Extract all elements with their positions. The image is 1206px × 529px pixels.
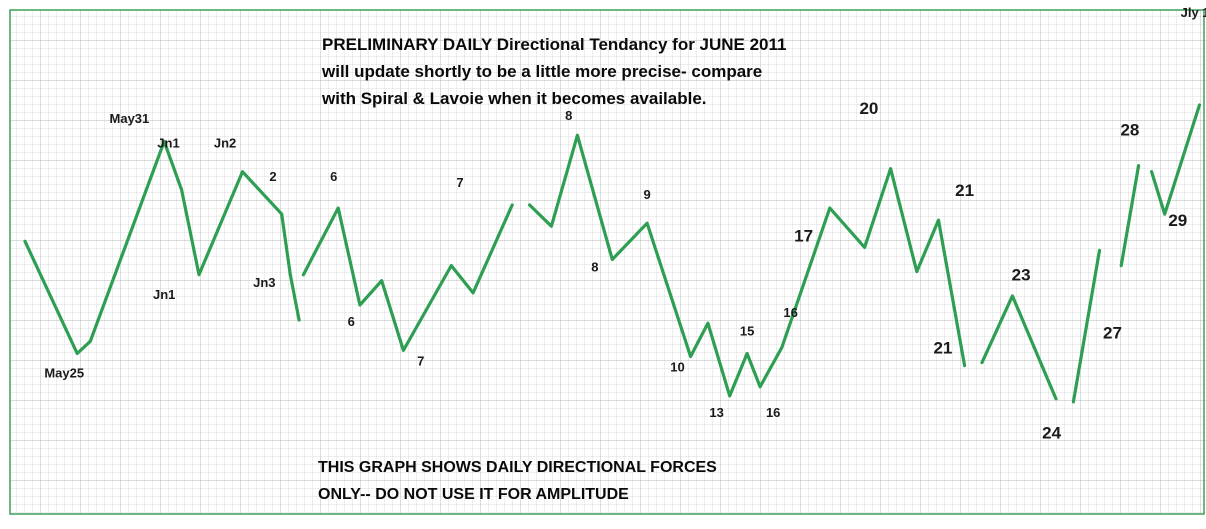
point-label: 21	[933, 339, 952, 358]
series-segment-5	[1119, 164, 1141, 268]
point-label: 29	[1168, 211, 1187, 230]
point-label: 20	[859, 99, 878, 118]
chart-footer-note: THIS GRAPH SHOWS DAILY DIRECTIONAL FORCE…	[318, 459, 717, 503]
point-label: 17	[794, 226, 813, 245]
point-label: 6	[348, 314, 355, 329]
point-label: Jn3	[253, 275, 275, 290]
footer-line: THIS GRAPH SHOWS DAILY DIRECTIONAL FORCE…	[318, 459, 717, 476]
point-label: May25	[44, 366, 84, 381]
series-segment-1	[301, 203, 514, 352]
point-label: 7	[456, 175, 463, 190]
point-label: 8	[591, 260, 598, 275]
point-label: 21	[955, 181, 974, 200]
chart-grid	[10, 10, 1206, 514]
point-labels: May25 May31 Jn1 Jn1 Jn2 2 Jn3 6 6 7 7 8 8 9 10 13 15 16 16…	[44, 5, 1206, 442]
point-label: 24	[1042, 423, 1061, 442]
title-line: PRELIMINARY DAILY Directional Tendancy f…	[322, 35, 787, 54]
chart-title: PRELIMINARY DAILY Directional Tendancy f…	[321, 35, 787, 108]
point-label: 28	[1120, 120, 1139, 139]
point-label: 16	[766, 405, 780, 420]
point-label: 10	[670, 360, 684, 375]
point-label: Jn1	[157, 135, 179, 150]
series-lines	[23, 103, 1202, 404]
series-segment-2	[527, 133, 967, 398]
point-label: Jn1	[153, 287, 175, 302]
point-label: 8	[565, 108, 572, 123]
point-label: 27	[1103, 323, 1122, 342]
point-label: Jn2	[214, 135, 236, 150]
series-segment-0	[23, 139, 301, 356]
point-label: 7	[417, 354, 424, 369]
point-label: 16	[783, 305, 797, 320]
series-segment-3	[980, 294, 1058, 401]
series-segment-6	[1149, 103, 1202, 216]
point-label: 2	[269, 169, 276, 184]
point-label: 9	[643, 187, 650, 202]
point-label: May31	[110, 111, 150, 126]
title-line: will update shortly to be a little more …	[321, 62, 762, 81]
chart-border	[9, 9, 1205, 515]
footer-line: ONLY-- DO NOT USE IT FOR AMPLITUDE	[318, 486, 629, 503]
point-label: 13	[709, 405, 723, 420]
point-label: Jly 1	[1181, 5, 1206, 20]
series-segment-4	[1071, 248, 1102, 404]
point-label: 6	[330, 169, 337, 184]
title-line: with Spiral & Lavoie when it becomes ava…	[321, 89, 707, 108]
point-label: 15	[740, 323, 754, 338]
point-label: 23	[1012, 266, 1031, 285]
